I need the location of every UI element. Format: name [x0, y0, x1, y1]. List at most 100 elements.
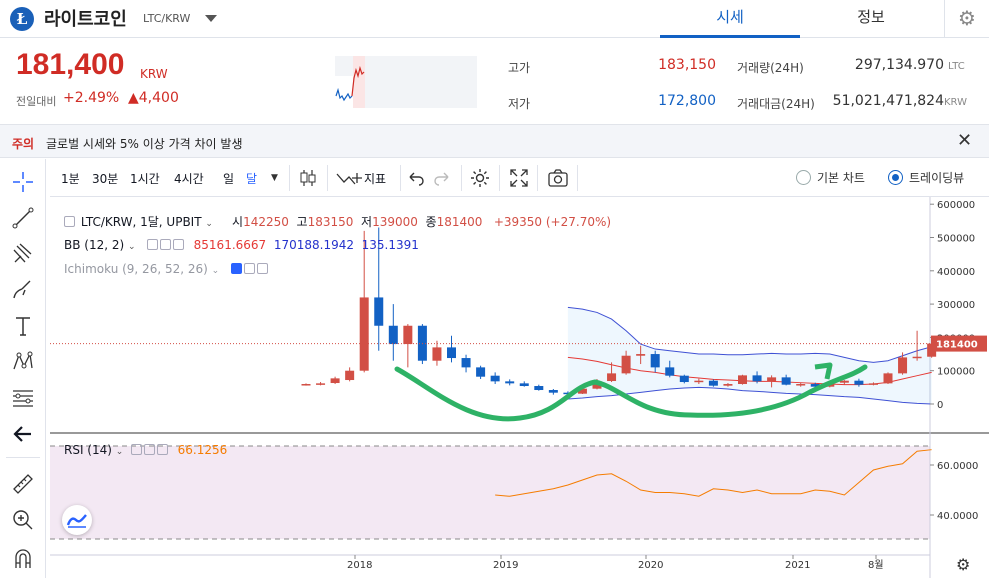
rsi-settings-icon[interactable] [143, 444, 155, 455]
candle-body[interactable] [359, 297, 369, 371]
radio-tradingview[interactable] [888, 170, 903, 185]
tab-price[interactable]: 시세 [660, 0, 800, 38]
candle-body[interactable] [883, 373, 893, 384]
radio-basic-chart[interactable] [796, 170, 811, 185]
bb-chevron-icon[interactable]: ⌄ [128, 242, 136, 252]
candle-body[interactable] [679, 375, 689, 383]
interval-30m[interactable]: 30분 [92, 172, 119, 186]
coin-name[interactable]: 라이트코인 [44, 9, 127, 30]
ichimoku-hidden-icon[interactable] [230, 263, 242, 274]
brush-icon[interactable] [8, 275, 38, 305]
candle-body[interactable] [388, 325, 398, 345]
candle-body[interactable] [534, 386, 544, 391]
arrow-left-icon[interactable] [8, 419, 38, 449]
magnet-icon[interactable] [8, 543, 38, 573]
candle-body[interactable] [708, 380, 718, 386]
settings-gear-icon[interactable] [468, 167, 492, 189]
candle-body[interactable] [548, 390, 558, 393]
axis-settings-gear-icon[interactable]: ⚙ [956, 555, 970, 574]
candle-body[interactable] [330, 378, 340, 384]
ruler-icon[interactable] [8, 469, 38, 499]
candle-body[interactable] [403, 325, 413, 345]
candle-body[interactable] [447, 347, 456, 359]
bb-remove-icon[interactable] [173, 239, 185, 250]
interval-1h[interactable]: 1시간 [130, 172, 160, 186]
candle-body[interactable] [621, 355, 631, 374]
rsi-label[interactable]: RSI (14) [64, 443, 112, 457]
undo-icon[interactable] [403, 167, 427, 189]
interval-month[interactable]: 달 [246, 172, 258, 186]
ichimoku-remove-icon[interactable] [256, 263, 268, 274]
candle-body[interactable] [854, 380, 864, 385]
bb-settings-icon[interactable] [160, 239, 172, 250]
candle-body[interactable] [839, 380, 849, 383]
zoom-in-icon[interactable] [8, 505, 38, 535]
candle-body[interactable] [796, 384, 806, 386]
trend-line-icon[interactable] [8, 203, 38, 233]
candle-body[interactable] [577, 388, 587, 394]
ichimoku-label[interactable]: Ichimoku (9, 26, 52, 26) [64, 262, 208, 276]
candle-body[interactable] [738, 375, 747, 385]
candle-body[interactable] [694, 380, 704, 383]
candle-body[interactable] [432, 347, 442, 361]
interval-1m[interactable]: 1분 [61, 172, 80, 186]
candle-body[interactable] [490, 375, 500, 382]
chart-canvas[interactable]: 6000005000004000003000002000001000000181… [50, 197, 989, 578]
candle-body[interactable] [723, 384, 733, 386]
candle-body[interactable] [505, 381, 515, 384]
close-icon[interactable]: ✕ [957, 130, 973, 151]
candle-body[interactable] [301, 384, 311, 386]
candle-body[interactable] [665, 367, 675, 376]
fib-retracement-icon[interactable] [8, 383, 38, 413]
candle-body[interactable] [607, 373, 617, 382]
chart-area[interactable]: 6000005000004000003000002000001000000181… [50, 197, 989, 578]
rsi-chevron-icon[interactable]: ⌄ [115, 447, 124, 457]
coin-pair[interactable]: LTC/KRW [143, 12, 191, 25]
camera-icon[interactable] [546, 167, 570, 189]
notice-message: 글로벌 시세와 5% 이상 가격 차이 발생 [46, 137, 243, 151]
candle-body[interactable] [374, 297, 384, 326]
text-tool-icon[interactable] [8, 311, 38, 341]
candle-body[interactable] [767, 377, 777, 382]
candle-body[interactable] [868, 383, 878, 385]
candle-body[interactable] [636, 354, 646, 356]
crosshair-icon[interactable] [8, 167, 38, 197]
basic-chart-label[interactable]: 기본 차트 [817, 171, 865, 185]
pattern-icon[interactable] [8, 347, 38, 377]
rsi-visibility-icon[interactable] [130, 444, 142, 455]
chevron-down-icon[interactable] [205, 15, 217, 22]
interval-dropdown-chevron-icon[interactable]: ▼ [271, 173, 278, 183]
bb-label[interactable]: BB (12, 2) [64, 238, 125, 252]
candle-body[interactable] [810, 384, 820, 387]
legend-low-label: 저 [361, 215, 373, 229]
pitchfork-icon[interactable] [8, 239, 38, 269]
candle-body[interactable] [781, 377, 791, 385]
candle-body[interactable] [461, 358, 471, 368]
candle-body[interactable] [476, 367, 486, 377]
fullscreen-icon[interactable] [507, 167, 531, 189]
indicator-label[interactable]: 지표 [364, 172, 387, 186]
tradingview-logo-icon[interactable] [62, 505, 92, 535]
symbol-chevron-icon[interactable]: ⌄ [205, 219, 213, 229]
candle-style-icon[interactable] [296, 167, 320, 189]
collapse-icon[interactable] [64, 216, 75, 227]
candle-body[interactable] [752, 375, 762, 382]
gear-icon[interactable]: ⚙ [944, 0, 989, 38]
candle-body[interactable] [650, 354, 660, 368]
ichimoku-settings-icon[interactable] [243, 263, 255, 274]
candle-body[interactable] [345, 370, 355, 381]
rsi-remove-icon[interactable] [156, 444, 168, 455]
redo-icon[interactable] [431, 167, 455, 189]
interval-4h[interactable]: 4시간 [174, 172, 204, 186]
bb-visibility-icon[interactable] [147, 239, 159, 250]
ichimoku-chevron-icon[interactable]: ⌄ [211, 266, 220, 276]
indicator-icon[interactable] [334, 167, 364, 189]
tab-info[interactable]: 정보 [857, 8, 885, 26]
tradingview-label[interactable]: 트레이딩뷰 [909, 171, 965, 185]
legend-symbol[interactable]: LTC/KRW, 1달, UPBIT [80, 215, 202, 229]
candle-body[interactable] [519, 383, 529, 387]
interval-day[interactable]: 일 [223, 172, 235, 186]
candle-body[interactable] [912, 356, 922, 359]
candle-body[interactable] [898, 357, 908, 374]
candle-body[interactable] [316, 383, 326, 385]
